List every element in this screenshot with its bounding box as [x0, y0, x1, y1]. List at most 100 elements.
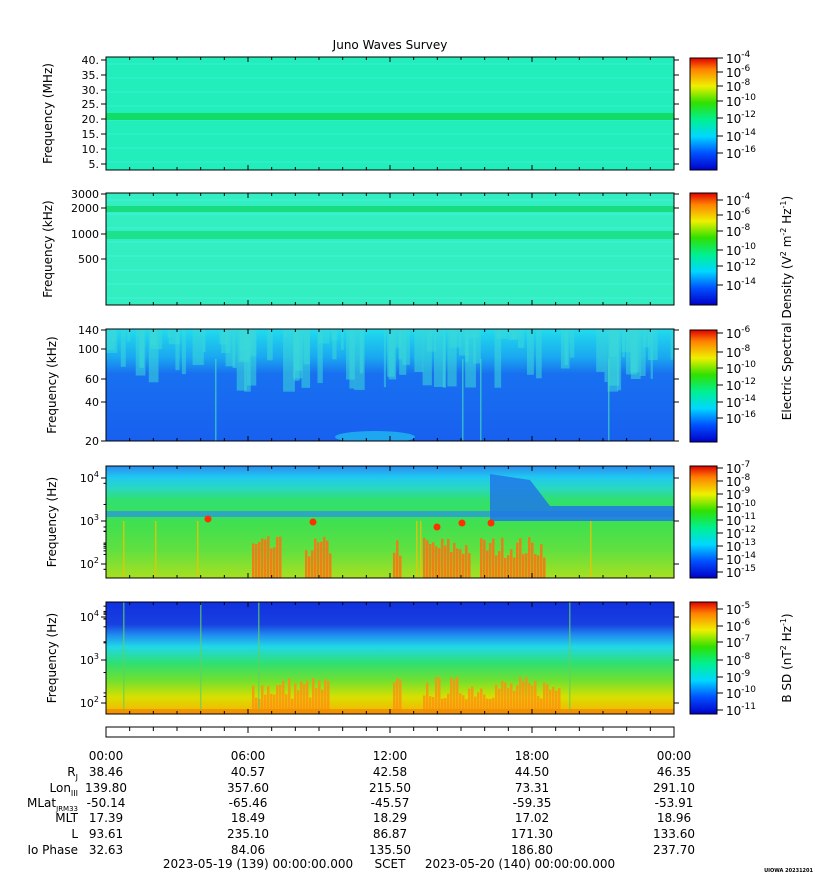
emission-patch: [473, 329, 481, 364]
emission-burst: [516, 685, 519, 714]
emission-burst: [429, 696, 432, 714]
emission-burst: [252, 685, 255, 714]
colorbar-tick-label: 10-14: [726, 394, 756, 410]
emission-burst: [456, 548, 459, 578]
emission-burst: [261, 538, 264, 578]
emission-burst: [510, 549, 513, 578]
emission-patch: [244, 329, 251, 392]
panel-3: 140 100 60 40 20 Frequency (kHz): [45, 324, 679, 448]
emission-burst: [267, 536, 270, 578]
ephemeris-row-label: MLT: [55, 811, 78, 825]
emission-burst: [543, 557, 546, 578]
vertical-line: [200, 602, 202, 714]
emission-burst: [534, 680, 537, 714]
emission-burst: [270, 548, 273, 578]
y-axis-label: Frequency (MHz): [41, 63, 55, 164]
emission-patch: [346, 329, 355, 380]
y-tick-label: 104: [80, 609, 99, 624]
emission-burst: [441, 538, 444, 578]
colorbar-tick-label: 10-6: [726, 207, 751, 223]
y-tick-label: 102: [80, 556, 99, 571]
spectral-stripe: [106, 227, 674, 229]
emission-spot: [309, 518, 317, 526]
emission-burst: [465, 699, 468, 714]
colorbar-tick-label: 10-9: [726, 669, 751, 685]
ephemeris-value: -59.35: [513, 796, 552, 810]
emission-burst: [537, 555, 540, 578]
emission-spot: [487, 519, 495, 527]
y-axis-label: Frequency (Hz): [45, 477, 59, 568]
emission-burst: [309, 697, 312, 714]
emission-patch: [202, 329, 206, 352]
emission-patch: [609, 329, 618, 357]
emission-burst: [552, 686, 555, 714]
emission-burst: [438, 677, 441, 714]
emission-burst: [483, 539, 486, 578]
spectral-stripe: [106, 269, 674, 271]
emission-burst: [252, 543, 255, 578]
emission-patch: [670, 329, 674, 360]
ephemeris-value: -45.57: [371, 796, 410, 810]
emission-burst: [531, 685, 534, 714]
low-freq-patch: [335, 431, 415, 441]
emission-burst: [522, 554, 525, 578]
emission-patch: [560, 329, 570, 369]
emission-burst: [288, 678, 291, 714]
emission-patch: [383, 329, 386, 388]
colorbars: 10-410-610-810-1010-1210-1410-1610-410-6…: [689, 50, 756, 718]
vertical-line: [155, 521, 157, 578]
emission-burst: [258, 541, 261, 578]
emission-burst: [489, 698, 492, 714]
emission-patch: [192, 329, 204, 365]
vertical-line: [590, 521, 592, 578]
emission-burst: [453, 679, 456, 714]
vertical-line: [480, 359, 482, 441]
emission-burst: [314, 538, 317, 578]
ephemeris-value: 139.80: [85, 781, 127, 795]
emission-burst: [459, 549, 462, 578]
panel-5: 104 103 102 Frequency (Hz): [45, 601, 679, 715]
emission-burst: [477, 692, 480, 714]
emission-burst: [444, 698, 447, 714]
electric-colorbar-label: Electric Spectral Density (V2 m-2 Hz-1): [779, 196, 794, 420]
emission-patch: [168, 329, 180, 345]
emission-patch: [340, 329, 344, 350]
spectrogram-3: [106, 329, 674, 441]
emission-spot: [458, 519, 466, 527]
emission-burst: [261, 685, 264, 714]
figure-title: Juno Waves Survey: [332, 38, 448, 52]
emission-patch: [447, 329, 457, 387]
emission-burst: [543, 682, 546, 714]
spectrogram-5: [106, 602, 674, 714]
ephemeris-value: 32.63: [89, 843, 123, 857]
colorbar-4: 10-710-810-910-1010-1110-1210-1310-1410-…: [689, 460, 756, 580]
spectrogram-panels: 40. 35. 30.25. 20. 15. 10. 5. Frequency (MHz) 30…: [41, 54, 679, 715]
emission-burst: [291, 698, 294, 714]
emission-burst: [326, 540, 329, 578]
spectral-stripe: [106, 105, 674, 107]
ephemeris-value: 40.57: [231, 765, 265, 779]
ephemeris-value: 18.29: [373, 811, 407, 825]
emission-burst: [453, 542, 456, 578]
colorbar-tick-label: 10-6: [726, 325, 751, 341]
ephemeris-value: 357.60: [227, 781, 269, 795]
emission-burst: [534, 554, 537, 578]
emission-burst: [447, 693, 450, 714]
y-tick-label: 60: [85, 373, 99, 386]
time-tick-label: 18:00: [515, 749, 550, 763]
emission-burst: [264, 694, 267, 714]
emission-burst: [516, 542, 519, 578]
emission-patch: [494, 329, 502, 388]
ephemeris-value: 86.87: [373, 827, 407, 841]
spectral-stripe: [106, 213, 674, 215]
emission-burst: [513, 690, 516, 714]
emission-burst: [531, 542, 534, 578]
spectral-stripe: [106, 297, 674, 299]
emission-patch: [175, 329, 180, 371]
ephemeris-value: 46.35: [657, 765, 691, 779]
emission-burst: [555, 690, 558, 714]
emission-burst: [423, 695, 426, 714]
emission-burst: [444, 545, 447, 578]
